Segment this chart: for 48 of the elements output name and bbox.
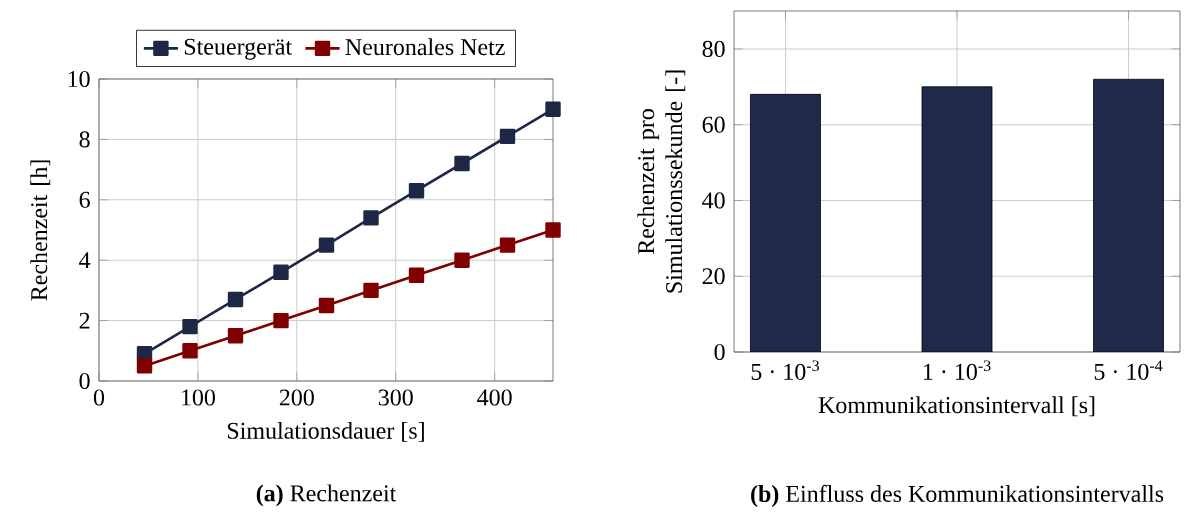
x-tick-label: 1 · 10$^{-3}$	[923, 360, 991, 380]
bar	[921, 86, 993, 352]
y-tick-label: 0	[714, 343, 725, 361]
y-tick-label: 8	[79, 131, 90, 148]
bar	[1093, 78, 1164, 352]
point	[227, 291, 244, 308]
y-tick-label: 6	[79, 191, 90, 208]
y-tick-label: 60	[702, 116, 725, 133]
point	[273, 264, 289, 280]
x-tick-label: 200	[279, 389, 314, 406]
point	[363, 210, 379, 226]
point	[182, 343, 198, 359]
point	[227, 328, 244, 344]
x-axis-title: Kommunikationsintervall [s]	[818, 396, 1095, 417]
point	[499, 237, 516, 253]
point	[182, 318, 198, 335]
y-tick-label: 10	[68, 70, 90, 88]
y-tick-label: 2	[79, 312, 90, 329]
x-tick-label: 100	[182, 389, 215, 406]
x-tick-label: 300	[378, 389, 413, 406]
point	[545, 222, 561, 238]
y-tick-label: 4	[79, 252, 91, 269]
point	[454, 252, 470, 268]
point	[408, 183, 425, 199]
bar	[750, 93, 821, 352]
x-tick-label: 400	[477, 389, 512, 406]
y-tick-label: 20	[702, 268, 725, 285]
x-axis-title: Simulationsdauer [s]	[227, 421, 424, 442]
y-tick-label: 80	[702, 40, 725, 57]
legend-label: Steuergerät	[184, 38, 292, 60]
point	[136, 358, 153, 374]
point	[454, 155, 470, 172]
point	[499, 128, 516, 145]
point	[273, 312, 289, 329]
point	[318, 297, 335, 314]
y-axis-title: Rechenzeit [h]	[30, 160, 51, 301]
legend-label: Neuronales Netz	[345, 38, 505, 56]
text: (b) Einfluss des Kommunikationsintervalls	[751, 484, 1164, 507]
x-tick-label: 5 · 10$^{-3}$	[751, 360, 819, 380]
x-tick-label: 5 · 10$^{-4}$	[1094, 360, 1163, 380]
point	[318, 237, 335, 253]
point	[408, 267, 425, 283]
y-tick-label: 40	[702, 192, 725, 209]
y-axis-title: Rechenzeit pro Simulationssekunde [-]	[637, 70, 686, 293]
x-tick-label: 0	[93, 389, 105, 406]
point	[363, 282, 379, 299]
point	[545, 101, 561, 117]
text: (a) Rechenzeit	[256, 484, 397, 507]
